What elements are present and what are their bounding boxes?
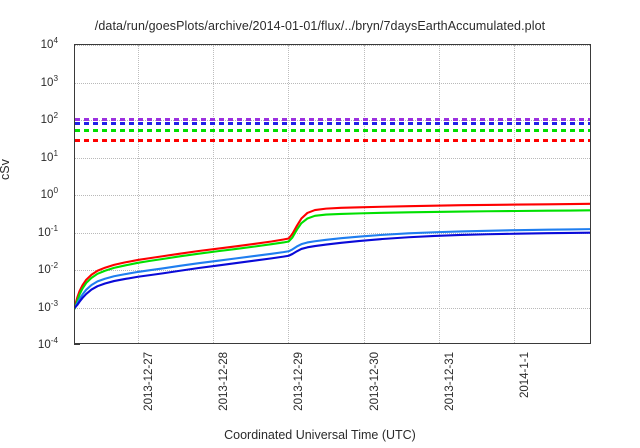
x-axis-tick-label: 2014-1-1 [519,352,532,399]
gridline-vertical [514,45,516,343]
x-axis-title: Coordinated Universal Time (UTC) [224,428,416,442]
y-axis-tick-label: 104 [40,36,58,51]
green-threshold [75,129,590,133]
series-layer [75,202,590,310]
gridline-vertical [363,45,365,343]
x-axis-tick-label: 2013-12-31 [443,352,456,411]
light-blue-curve [75,228,590,309]
green-curve [75,209,590,310]
dark-blue-curve [75,231,590,309]
gridline-vertical [288,45,290,343]
y-axis-tick-label: 102 [40,111,58,126]
gridline-horizontal [75,45,590,46]
red-curve [75,202,590,307]
blue-threshold [75,122,590,126]
grid-layer [75,45,590,343]
y-axis-tick [74,344,80,345]
gridline-vertical [137,45,139,343]
gridline-horizontal [75,270,590,271]
purple-threshold [75,117,590,121]
y-axis-tick-label: 10-2 [37,261,58,276]
gridline-horizontal [75,82,590,84]
y-axis-tick-label: 10-1 [37,223,58,239]
y-axis-tick-label: 101 [40,148,58,164]
gridline-horizontal [75,232,590,234]
y-axis-title: cSv [0,159,12,180]
x-axis-tick-label: 2013-12-28 [218,352,231,411]
gridline-horizontal [75,195,590,196]
gridline-horizontal [75,157,590,159]
threshold-lines [75,45,590,343]
x-axis-tick-label: 2013-12-30 [368,352,381,411]
x-axis-tick-label: 2013-12-29 [293,352,306,411]
gridline-vertical [213,45,215,343]
y-axis-tick-label: 10-3 [37,298,58,314]
gridline-horizontal [75,307,590,309]
x-axis-tick-label: 2013-12-27 [142,352,155,411]
plot-area [74,44,591,344]
gridline-vertical [438,45,440,343]
red-threshold [75,139,590,143]
y-axis-tick-label: 100 [40,186,58,201]
y-axis-tick-label: 103 [40,73,58,89]
y-axis-tick-label: 10-4 [37,336,58,351]
page-title: /data/run/goesPlots/archive/2014-01-01/f… [94,19,546,33]
